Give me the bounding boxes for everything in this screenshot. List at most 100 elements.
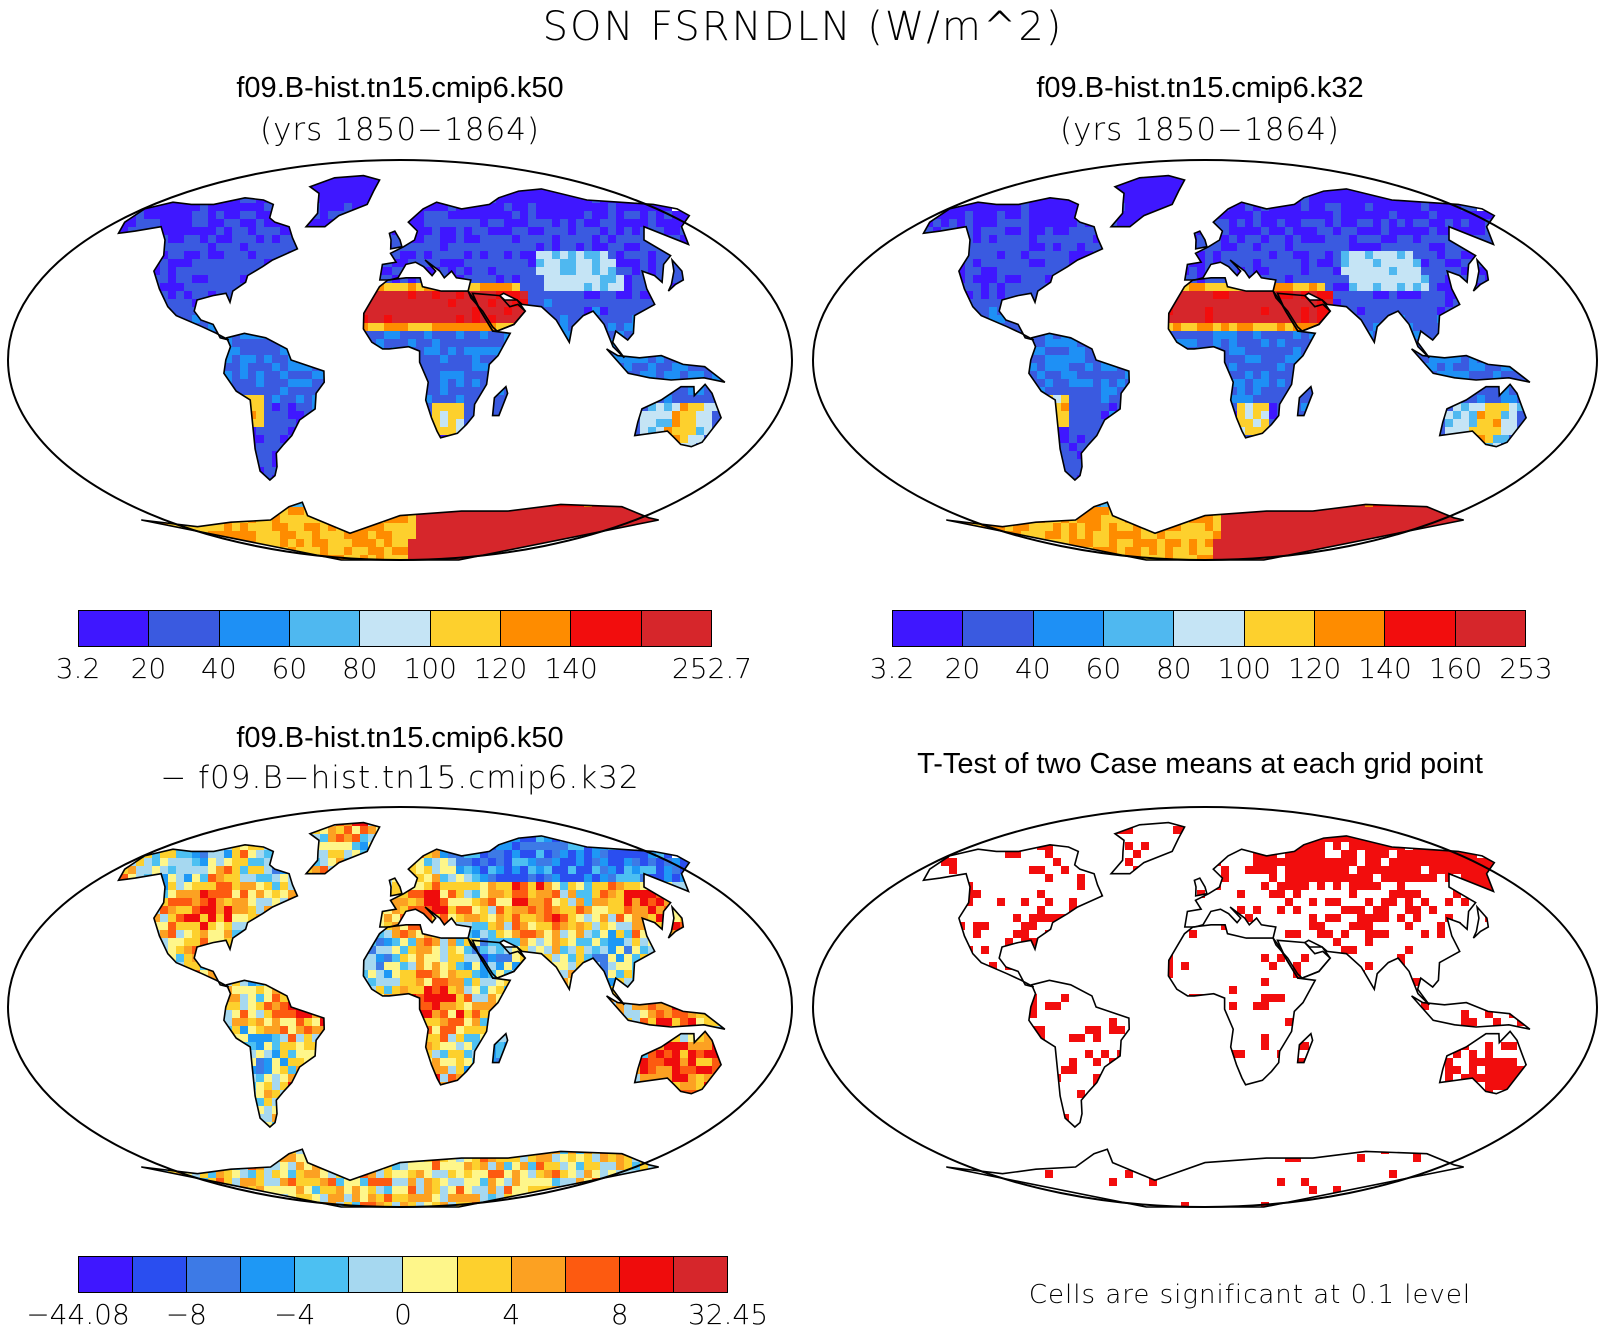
field-cell	[536, 235, 544, 243]
field-cell	[416, 339, 424, 347]
field-cell	[600, 203, 608, 211]
field-cell	[256, 355, 264, 363]
field-cell	[448, 379, 456, 387]
field-cell	[1381, 175, 1389, 179]
field-cell	[224, 363, 232, 371]
field-cell	[240, 203, 248, 211]
field-cell	[272, 395, 280, 403]
field-cell	[640, 371, 648, 379]
field-cell	[1213, 219, 1221, 227]
field-cell	[1533, 243, 1541, 251]
coastline-africa	[362, 277, 512, 439]
field-cell	[576, 243, 584, 251]
field-cell	[997, 267, 1005, 275]
field-cell	[608, 291, 616, 299]
field-cell	[432, 203, 440, 211]
field-cell	[256, 251, 264, 259]
field-cell	[1325, 251, 1333, 259]
field-cell	[1421, 227, 1429, 235]
field-cell	[424, 555, 432, 560]
field-cell	[560, 211, 568, 219]
field-cell	[184, 283, 192, 291]
field-cell	[608, 315, 616, 323]
field-cell	[608, 235, 616, 243]
field-cell	[1293, 219, 1301, 227]
field-cell	[120, 227, 128, 235]
field-cell	[973, 227, 981, 235]
field-cell	[424, 307, 432, 315]
field-cell	[264, 211, 272, 219]
field-cell	[1237, 235, 1245, 243]
field-cell	[1437, 227, 1445, 235]
field-cell	[1317, 227, 1325, 235]
field-cell	[1397, 235, 1405, 243]
field-cell	[688, 411, 696, 419]
field-cell	[680, 419, 688, 427]
field-cell	[440, 307, 448, 315]
field-cell	[512, 219, 520, 227]
field-cell	[480, 339, 488, 347]
field-cell	[440, 251, 448, 259]
field-cell	[1349, 251, 1357, 259]
field-cell	[616, 227, 624, 235]
field-cell	[536, 219, 544, 227]
field-cell	[624, 299, 632, 307]
field-cell	[352, 179, 360, 187]
field-cell	[640, 515, 648, 523]
field-cell	[568, 531, 576, 539]
field-cell	[949, 195, 957, 203]
field-cell	[664, 219, 672, 227]
field-cell	[536, 275, 544, 283]
field-cell	[560, 523, 568, 531]
field-cell	[1381, 219, 1389, 227]
field-cell	[536, 283, 544, 291]
field-cell	[672, 419, 680, 427]
field-cell	[1013, 211, 1021, 219]
field-cell	[1021, 243, 1029, 251]
field-cell	[224, 371, 232, 379]
field-cell	[496, 267, 504, 275]
field-cell	[1221, 211, 1229, 219]
field-cell	[160, 275, 168, 283]
field-cell	[240, 195, 248, 203]
field-cell	[456, 299, 464, 307]
field-cell	[1005, 235, 1013, 243]
field-cell	[176, 235, 184, 243]
field-cell	[1173, 187, 1181, 195]
field-cell	[504, 299, 512, 307]
field-cell	[384, 323, 392, 331]
field-cell	[296, 411, 304, 419]
field-cell	[1437, 235, 1445, 243]
field-cell	[600, 179, 608, 187]
field-cell	[1149, 203, 1157, 211]
field-cell	[1053, 227, 1061, 235]
field-cell	[1013, 259, 1021, 267]
field-cell	[464, 363, 472, 371]
field-cell	[280, 531, 288, 539]
field-cell	[632, 203, 640, 211]
field-cell	[1413, 259, 1421, 267]
field-cell	[560, 299, 568, 307]
field-cell	[592, 507, 600, 515]
field-cell	[160, 227, 168, 235]
field-cell	[504, 195, 512, 203]
field-cell	[1205, 251, 1213, 259]
field-cell	[552, 547, 560, 555]
field-cell	[544, 515, 552, 523]
field-cell	[240, 331, 248, 339]
field-cell	[1005, 243, 1013, 251]
field-cell	[184, 275, 192, 283]
field-cell	[400, 299, 408, 307]
field-cell	[624, 507, 632, 515]
field-cell	[1005, 259, 1013, 267]
field-cell	[1221, 243, 1229, 251]
field-cell	[1285, 259, 1293, 267]
field-cell	[1357, 211, 1365, 219]
field-cell	[264, 363, 272, 371]
field-cell	[344, 531, 352, 539]
field-cell	[1245, 243, 1253, 251]
field-cell	[1349, 227, 1357, 235]
field-cell	[560, 323, 568, 331]
field-cell	[544, 251, 552, 259]
field-cell	[560, 227, 568, 235]
